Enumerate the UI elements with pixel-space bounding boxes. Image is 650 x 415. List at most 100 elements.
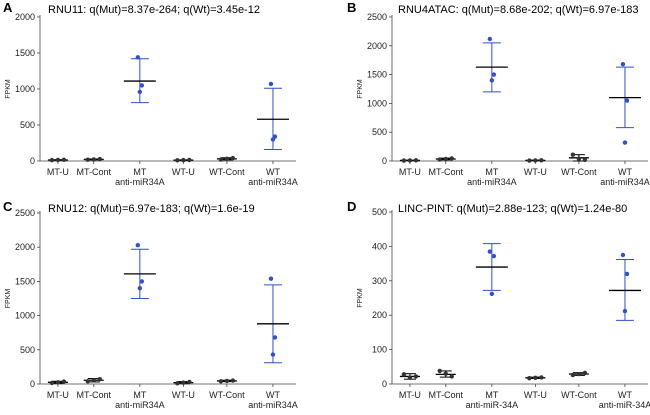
data-point (443, 156, 448, 162)
x-tick-label: WT-Cont (209, 390, 245, 400)
y-axis-label: FPKM (5, 79, 12, 99)
panel-b: B RNU4ATAC: q(Mut)=8.68e-202; q(Wt)=6.97e… (347, 0, 650, 187)
data-point (224, 378, 230, 384)
data-point (85, 157, 90, 162)
data-point (135, 242, 141, 248)
data-point (55, 380, 61, 385)
y-axis-label: FPKM (357, 288, 364, 308)
data-point (97, 377, 102, 382)
x-tick-label: WT-U (172, 390, 195, 400)
x-tick-label: WT-U (524, 167, 547, 177)
y-tick-label: 2000 (15, 12, 35, 22)
x-tick-label-line2: anti-miR34A (600, 177, 650, 187)
data-point (489, 78, 495, 83)
data-point (55, 157, 61, 163)
x-tick-label: MT-Cont (77, 167, 112, 177)
x-tick-label: MT-U (47, 167, 69, 177)
data-point (272, 335, 278, 340)
data-point (491, 72, 497, 77)
data-point (622, 308, 628, 314)
x-tick-label: WT (266, 390, 280, 400)
y-tick-label: 400 (372, 241, 387, 251)
y-tick-label: 100 (372, 345, 387, 355)
data-point (224, 156, 230, 162)
data-point (407, 158, 413, 163)
data-point (61, 157, 67, 163)
data-point (218, 379, 224, 384)
data-point (181, 157, 186, 163)
panel-letter: A (3, 0, 13, 15)
data-point (137, 89, 143, 95)
data-point (582, 157, 588, 163)
y-tick-label: 0 (30, 156, 35, 166)
y-tick-label: 1500 (15, 276, 35, 286)
y-tick-label: 1500 (15, 48, 35, 58)
data-point (139, 83, 145, 88)
panel-letter: B (347, 0, 356, 15)
data-point (489, 291, 495, 297)
chart-title: RNU4ATAC: q(Mut)=8.68e-202; q(Wt)=6.97e-… (398, 4, 638, 16)
panel-letter: C (3, 199, 13, 214)
x-tick-label: WT-U (524, 390, 547, 400)
x-tick-label: MT (485, 390, 498, 400)
data-point (270, 352, 276, 357)
y-tick-label: 500 (372, 207, 387, 217)
data-point (576, 371, 582, 377)
x-tick-label: WT (266, 167, 280, 177)
x-tick-label: MT (133, 390, 146, 400)
y-tick-label: 2500 (15, 208, 35, 218)
data-point (527, 375, 532, 381)
panel-d: D LINC-PINT: q(Mut)=2.88e-123; q(Wt)=1.24… (347, 199, 650, 410)
y-tick-label: 300 (372, 276, 387, 286)
chart-title: RNU11: q(Mut)=8.37e-264; q(Wt)=3.45e-12 (48, 4, 260, 16)
x-tick-label: WT-Cont (209, 167, 245, 177)
data-point (97, 156, 102, 162)
data-point (413, 374, 419, 379)
data-point (487, 249, 493, 254)
y-axis-label: FPKM (5, 289, 12, 309)
data-point (437, 368, 442, 374)
y-tick-label: 1000 (15, 84, 35, 94)
data-point (49, 380, 55, 386)
panel-letter: D (347, 199, 356, 214)
x-tick-label: WT-Cont (561, 390, 597, 400)
data-point (570, 152, 576, 157)
y-tick-label: 500 (20, 120, 35, 130)
data-point (449, 374, 454, 379)
data-point (401, 372, 407, 377)
x-tick-label: MT (133, 167, 146, 177)
y-tick-label: 2000 (367, 41, 387, 51)
y-tick-label: 2000 (15, 242, 35, 252)
x-tick-label-line2: anti-miR34A (467, 177, 517, 187)
data-point (527, 158, 532, 163)
data-point (449, 156, 454, 161)
y-tick-label: 1000 (367, 98, 387, 108)
data-point (622, 140, 628, 145)
data-point (139, 279, 145, 284)
data-point (401, 158, 407, 163)
x-tick-label: WT-U (172, 167, 195, 177)
data-point (576, 156, 582, 161)
data-point (268, 276, 274, 281)
data-point (61, 379, 67, 384)
panel-c: C RNU12: q(Mut)=6.97e-183; q(Wt)=1.6e-19 F… (3, 199, 298, 410)
x-tick-label: MT-U (399, 390, 421, 400)
data-point (582, 370, 588, 376)
data-point (533, 375, 538, 381)
data-point (181, 380, 186, 385)
x-tick-label: MT-Cont (77, 390, 112, 400)
data-point (135, 55, 141, 60)
y-axis-label: FPKM (357, 79, 364, 99)
data-point (443, 371, 448, 376)
data-point (218, 157, 224, 162)
y-tick-label: 0 (382, 156, 387, 166)
x-tick-label: WT (618, 167, 632, 177)
data-point (437, 157, 442, 162)
panel-a: A RNU11: q(Mut)=8.37e-264; q(Wt)=3.45e-12… (3, 0, 298, 187)
data-point (539, 375, 544, 380)
data-point (620, 62, 626, 67)
y-tick-label: 0 (30, 379, 35, 389)
y-tick-label: 200 (372, 310, 387, 320)
data-point (187, 157, 192, 163)
x-tick-label-line2: anti-miR-34A (466, 400, 519, 410)
